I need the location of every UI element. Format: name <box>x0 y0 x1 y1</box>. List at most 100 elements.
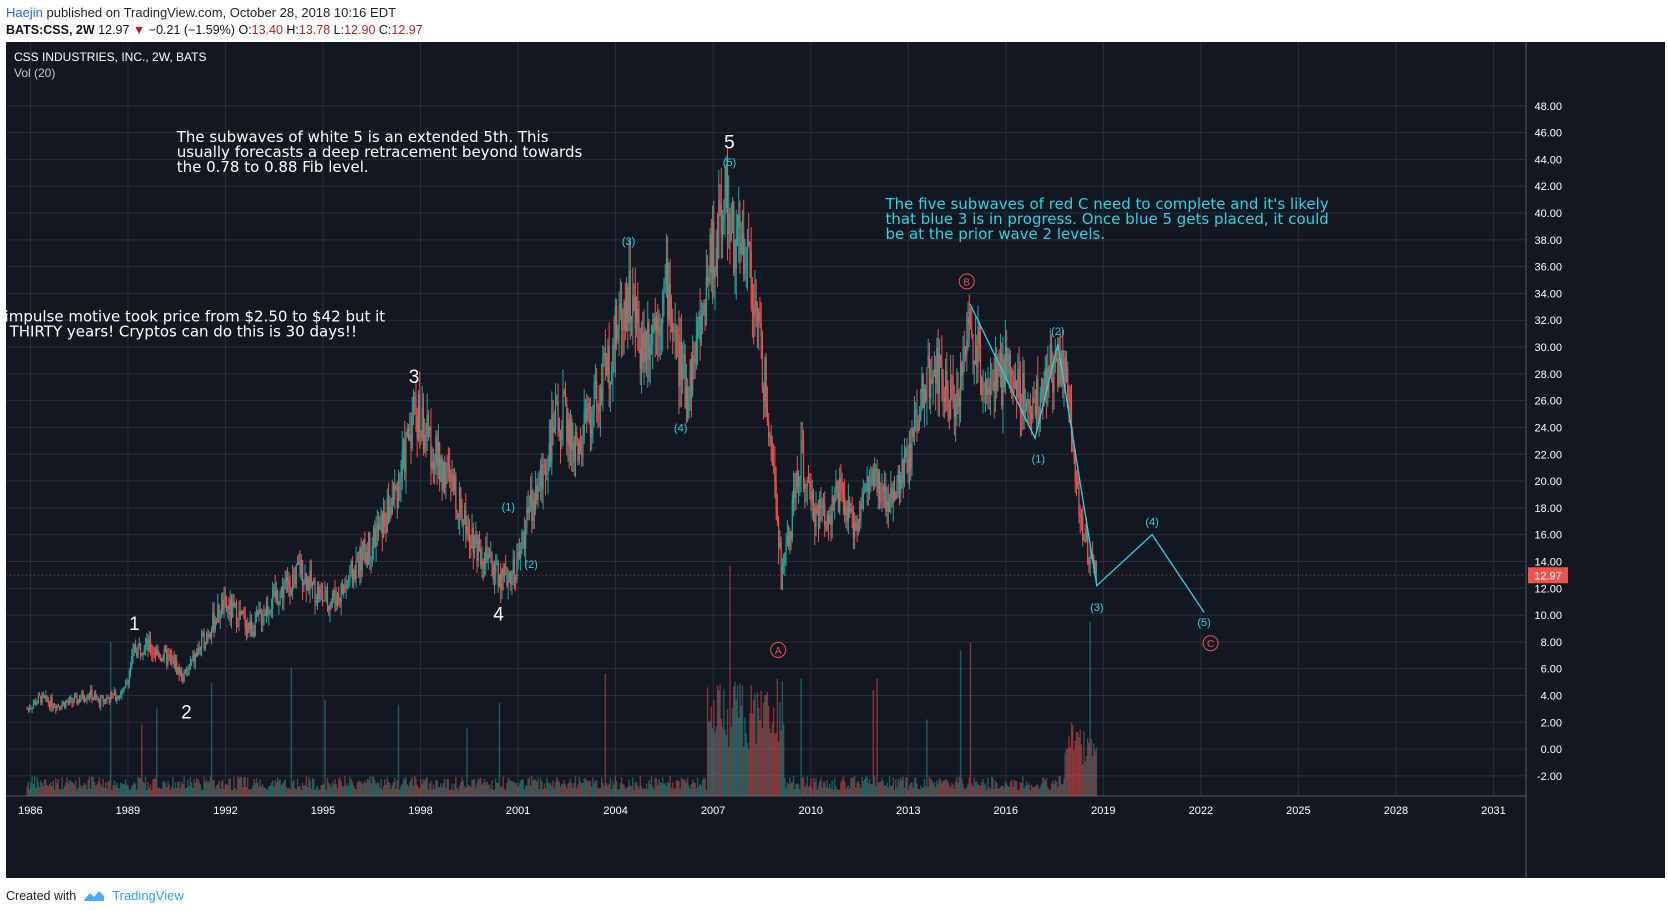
candle-body <box>391 497 393 515</box>
price-chart[interactable]: 48.0046.0044.0042.0040.0038.0036.0034.00… <box>6 42 1665 878</box>
candle-body <box>1093 560 1095 562</box>
candle-body <box>482 561 484 569</box>
volume-bar <box>561 783 563 796</box>
volume-bar <box>910 782 912 796</box>
candle-body <box>107 697 109 699</box>
x-tick-label: 2010 <box>798 805 822 817</box>
volume-bar <box>831 780 833 796</box>
volume-bar <box>978 785 980 796</box>
candle-body <box>456 509 458 518</box>
candle-body <box>961 363 963 376</box>
volume-bar <box>311 778 314 796</box>
candle-body <box>101 696 103 698</box>
volume-bar <box>533 778 536 796</box>
volume-bar <box>711 728 714 796</box>
candle-body <box>372 527 375 546</box>
volume-bar <box>347 786 350 796</box>
volume-bar <box>881 777 883 796</box>
volume-bar <box>794 789 796 796</box>
volume-bar <box>581 783 583 796</box>
candle-body <box>780 542 782 590</box>
volume-bar <box>896 787 898 796</box>
candle-body <box>97 699 99 701</box>
volume-bar <box>483 779 486 796</box>
low-value: 12.90 <box>344 23 376 37</box>
candle-body <box>121 690 123 696</box>
volume-bar <box>544 788 547 796</box>
volume-bar <box>129 788 132 796</box>
volume-bar <box>1030 784 1033 796</box>
volume-bar <box>648 780 650 796</box>
volume-bar <box>577 784 579 796</box>
candle-body <box>830 515 832 526</box>
volume-bar <box>445 788 447 796</box>
candle-body <box>161 658 163 661</box>
candle-body <box>275 591 277 599</box>
candle-body <box>624 301 626 331</box>
candle-body <box>430 427 432 469</box>
volume-bar <box>543 783 546 796</box>
candle-body <box>162 658 164 661</box>
volume-bar <box>476 782 478 796</box>
candle-body <box>136 652 138 657</box>
volume-bar <box>166 787 168 796</box>
candle-body <box>154 653 157 656</box>
volume-bar <box>149 784 152 796</box>
candle-body <box>1089 555 1091 564</box>
candle-body <box>412 396 415 417</box>
volume-bar <box>766 691 769 796</box>
volume-bar <box>285 786 288 796</box>
volume-bar <box>407 786 410 796</box>
volume-bar <box>294 788 296 796</box>
candle-body <box>250 620 253 636</box>
volume-bar <box>556 777 558 796</box>
candle-body <box>628 270 630 324</box>
candle-body <box>344 585 346 589</box>
candle-body <box>269 611 271 614</box>
volume-bar <box>132 784 134 796</box>
candle-body <box>986 379 988 395</box>
volume-bar <box>377 782 380 796</box>
volume-bar <box>340 780 342 796</box>
candle-body <box>30 708 32 710</box>
volume-bar <box>983 785 985 796</box>
volume-bar <box>189 776 192 796</box>
candle-body <box>571 419 573 450</box>
volume-bar <box>198 781 200 796</box>
volume-bar <box>918 789 921 796</box>
volume-bar <box>710 706 713 796</box>
volume-bar <box>588 780 590 796</box>
tradingview-brand[interactable]: TradingView <box>112 888 184 903</box>
volume-bar <box>346 782 349 796</box>
volume-bar <box>1034 786 1037 796</box>
volume-bar <box>903 787 906 796</box>
candle-body <box>923 389 926 409</box>
volume-bar <box>124 779 127 796</box>
annotation-text: The subwaves of white 5 is an extended 5… <box>176 128 549 146</box>
candle-body <box>138 643 140 646</box>
candle-body <box>375 531 377 547</box>
candle-body <box>634 295 636 329</box>
volume-bar <box>623 785 625 796</box>
candle-body <box>480 549 482 565</box>
volume-bar <box>933 782 936 796</box>
volume-bar <box>316 785 319 796</box>
volume-bar <box>89 788 92 796</box>
volume-bar <box>114 785 117 796</box>
candle-body <box>866 475 868 486</box>
volume-bar <box>244 777 246 796</box>
volume-bar <box>1044 780 1047 796</box>
author-link[interactable]: Haejin <box>6 5 43 20</box>
volume-bar <box>230 789 233 796</box>
candle-body <box>86 698 88 700</box>
candle-body <box>147 639 149 651</box>
candle-body <box>920 410 922 420</box>
volume-bar <box>757 707 760 796</box>
volume-bar <box>436 780 438 796</box>
candle-body <box>921 374 923 411</box>
volume-bar <box>365 783 367 796</box>
candle-body <box>736 226 739 239</box>
volume-bar <box>914 777 917 796</box>
volume-bar <box>481 784 483 796</box>
chart-area[interactable]: 48.00 46.00 44.00 42.00 40.00 38.00 36.00 34.00… <box>6 42 1665 878</box>
